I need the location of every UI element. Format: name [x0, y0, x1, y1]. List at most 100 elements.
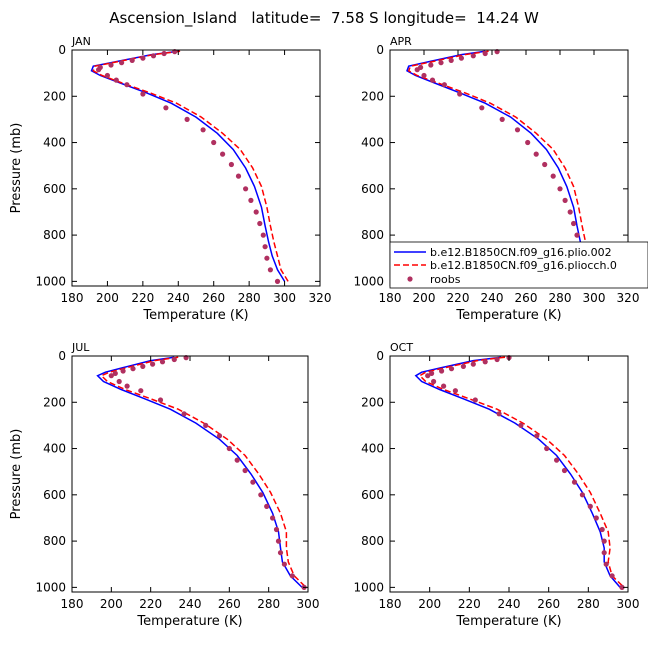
panel-label: APR [390, 35, 412, 48]
x-axis-label: Temperature (K) [455, 614, 561, 629]
y-tick-label: 600 [43, 488, 66, 502]
obs-point [448, 57, 454, 64]
obs-point [150, 361, 156, 367]
obs-point [579, 492, 586, 498]
obs-point [250, 479, 256, 485]
obs-point [150, 53, 157, 59]
obs-point [116, 378, 122, 385]
x-tick-label: 200 [413, 291, 436, 305]
obs-point [96, 67, 102, 73]
y-tick-label: 1000 [353, 580, 384, 594]
obs-point [550, 173, 556, 179]
obs-point [472, 397, 478, 403]
obs-point [129, 57, 135, 64]
obs-point [113, 77, 119, 83]
obs-point [429, 77, 436, 83]
obs-point [457, 91, 463, 97]
obs-point [499, 116, 505, 122]
legend-box [389, 241, 648, 289]
obs-point [458, 55, 464, 61]
obs-point [438, 60, 444, 66]
y-tick-label: 800 [361, 228, 384, 242]
obs-point [470, 53, 476, 59]
y-tick-label: 1000 [35, 580, 66, 594]
x-tick-label: 240 [167, 291, 190, 305]
obs-point [184, 116, 190, 122]
obs-point [470, 361, 476, 367]
obs-point [273, 526, 280, 533]
series-plio-line [96, 356, 303, 588]
y-tick-label: 600 [361, 182, 384, 196]
obs-point [441, 383, 447, 389]
y-tick-label: 800 [361, 534, 384, 548]
obs-point [124, 383, 130, 389]
x-tick-label: 280 [257, 597, 280, 611]
obs-point [226, 445, 232, 452]
x-tick-label: 300 [617, 597, 640, 611]
x-tick-label: 260 [202, 291, 225, 305]
obs-point [431, 378, 437, 385]
y-tick-label: 200 [43, 89, 66, 103]
obs-point [120, 368, 126, 374]
y-tick-label: 400 [43, 136, 66, 150]
obs-point [216, 433, 223, 439]
x-tick-label: 200 [100, 597, 123, 611]
obs-point [425, 373, 431, 379]
obs-point [159, 359, 166, 365]
obs-point [421, 72, 427, 79]
series-roobs [96, 49, 281, 284]
y-axis-label: Pressure (mb) [9, 123, 24, 214]
obs-point [140, 363, 146, 369]
obs-point [181, 411, 187, 417]
y-tick-label: 400 [361, 442, 384, 456]
x-tick-label: 220 [131, 291, 154, 305]
plot-frame [71, 49, 321, 287]
panel-label: JUL [71, 341, 90, 354]
obs-point [138, 388, 144, 394]
y-tick-label: 800 [43, 534, 66, 548]
obs-point [262, 244, 268, 250]
series-plio-line [414, 356, 621, 588]
obs-point [525, 139, 531, 146]
obs-point [108, 62, 114, 68]
obs-point [108, 373, 114, 379]
legend-entry: roobs [430, 273, 461, 286]
obs-point [228, 161, 234, 168]
obs-point [203, 422, 209, 428]
obs-point [257, 220, 263, 227]
obs-point [534, 433, 540, 439]
obs-point [157, 397, 164, 403]
obs-point [163, 105, 169, 111]
obs-point [220, 151, 226, 157]
obs-point [567, 209, 573, 215]
legend-entry: b.e12.B1850CN.f09_g16.plio.002 [430, 246, 612, 259]
x-tick-label: 300 [583, 291, 606, 305]
series-pliocch-line [418, 356, 625, 588]
obs-point [171, 356, 177, 363]
obs-point [130, 366, 136, 372]
series-pliocch-line [100, 356, 307, 588]
series-pliocch-line [92, 50, 289, 282]
obs-point [544, 445, 550, 452]
figure-title: Ascension_Island latitude= 7.58 S longit… [109, 9, 539, 28]
obs-point [609, 573, 615, 579]
obs-point [211, 139, 217, 146]
x-axis-label: Temperature (K) [136, 614, 242, 629]
obs-point [234, 457, 240, 463]
obs-point [235, 173, 242, 179]
obs-point [289, 573, 295, 579]
x-tick-label: 180 [379, 291, 402, 305]
x-tick-label: 240 [179, 597, 202, 611]
x-tick-label: 320 [617, 291, 640, 305]
obs-point [267, 267, 273, 273]
obs-point [281, 561, 287, 567]
y-tick-label: 0 [58, 349, 66, 363]
y-tick-label: 0 [376, 43, 384, 57]
plot-frame [389, 355, 629, 593]
obs-point [200, 127, 206, 133]
obs-point [574, 232, 580, 238]
obs-point [448, 366, 455, 372]
obs-point [140, 55, 146, 61]
obs-point [601, 538, 607, 544]
panel-jan: JAN 180 200 220 240 260 280 300 320 0 200 400 600 800… [9, 35, 331, 323]
